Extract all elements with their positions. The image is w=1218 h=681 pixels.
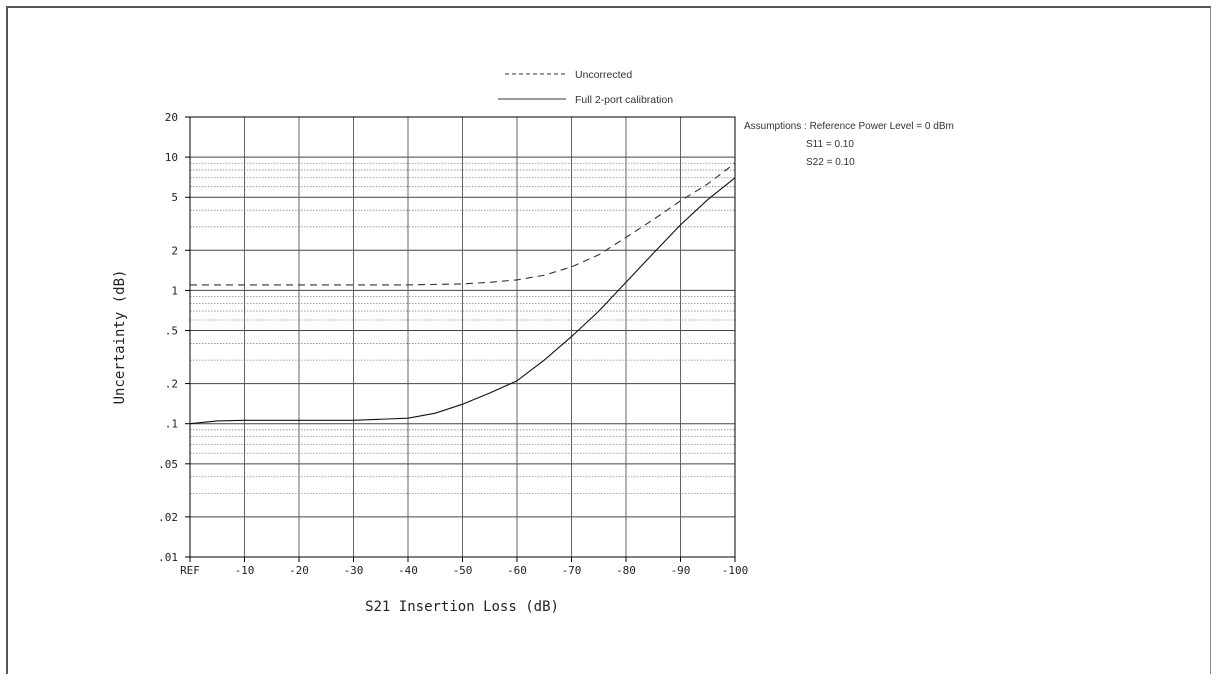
y-tick-label: 10 — [165, 151, 178, 164]
x-tick-label: -40 — [398, 564, 418, 577]
x-tick-label: -90 — [671, 564, 691, 577]
assumptions-title: Assumptions : Reference Power Level = 0 … — [744, 121, 954, 132]
x-tick-label: -70 — [562, 564, 582, 577]
y-tick-label: 5 — [171, 191, 178, 204]
grid — [190, 117, 735, 557]
y-tick-label: .2 — [165, 378, 178, 391]
assumption-s11: S11 = 0.10 — [806, 139, 854, 150]
series-line-full-2-port-calibration — [189, 177, 736, 425]
series — [189, 162, 736, 425]
y-tick-label: .1 — [165, 418, 178, 431]
x-tick-label: -50 — [453, 564, 473, 577]
y-axis-label: Uncertainty (dB) — [112, 270, 128, 405]
legend: Uncorrected Full 2-port calibration — [498, 69, 673, 106]
y-tick-label: .01 — [158, 551, 178, 564]
page-frame — [6, 6, 1211, 674]
y-tick-label: 20 — [165, 111, 178, 124]
x-tick-labels: REF -10 -20 -30 -40 -50 -60 -70 -80 -90 -100 — [180, 557, 748, 577]
x-tick-label: -60 — [507, 564, 527, 577]
y-tick-label: .02 — [158, 511, 178, 524]
x-axis-label: S21 Insertion Loss (dB) — [365, 599, 559, 615]
y-tick-label: 2 — [171, 244, 178, 257]
y-tick-labels: 20 10 5 2 1 .5 .2 .1 .05 .02 .01 — [158, 111, 190, 564]
x-tick-label: -20 — [289, 564, 309, 577]
assumption-s22: S22 = 0.10 — [806, 157, 855, 168]
x-tick-label: -100 — [722, 564, 749, 577]
series-line-uncorrected — [190, 162, 736, 286]
legend-label-full-2-port: Full 2-port calibration — [575, 94, 673, 106]
x-tick-label: REF — [180, 564, 200, 577]
y-tick-label: .5 — [165, 325, 178, 338]
x-tick-label: -10 — [235, 564, 255, 577]
legend-label-uncorrected: Uncorrected — [575, 69, 632, 81]
y-tick-label: 1 — [171, 284, 178, 297]
x-tick-label: -80 — [616, 564, 636, 577]
x-tick-label: -30 — [344, 564, 364, 577]
y-tick-label: .05 — [158, 458, 178, 471]
assumptions-note: Assumptions : Reference Power Level = 0 … — [744, 121, 954, 168]
